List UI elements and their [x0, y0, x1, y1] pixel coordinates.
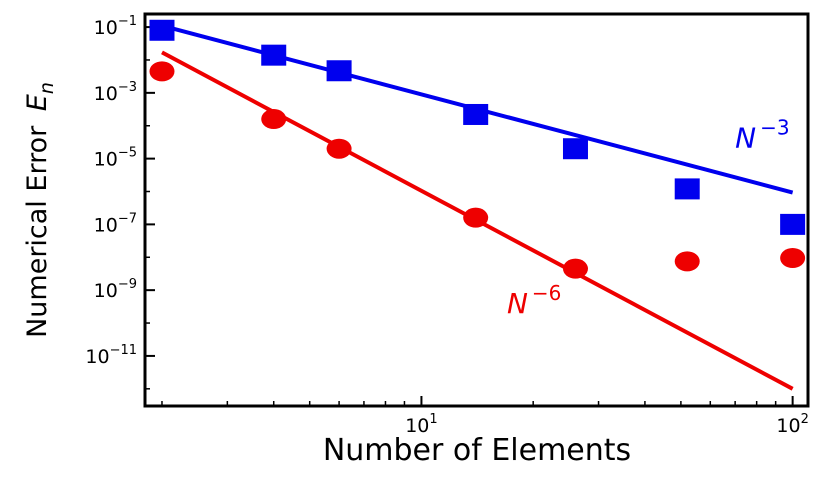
y-axis-title-text: Numerical Error	[22, 125, 53, 338]
square-marker	[463, 103, 489, 125]
x-tick-label: 102	[776, 412, 808, 437]
y-axis-title: Numerical Error En	[22, 82, 58, 338]
y-tick-label: 10−3	[94, 80, 137, 105]
line-labels: N −3 N −6	[507, 115, 790, 320]
circle-marker	[562, 258, 588, 279]
x-tick-label: 101	[405, 412, 437, 437]
y-tick-label: 10−1	[94, 14, 137, 39]
square-marker	[326, 60, 352, 82]
y-tick-label: 10−7	[94, 211, 137, 236]
circle-marker	[674, 251, 700, 272]
y-tick-label: 10−5	[94, 146, 137, 171]
square-marker	[674, 178, 700, 200]
x-axis-title: Number of Elements	[323, 433, 631, 468]
square-marker	[149, 19, 175, 41]
circle-marker	[463, 207, 489, 228]
axis-ticks: 101 102 10−1 10−3 10−5 10−7 10−9 10−11	[85, 14, 808, 437]
y-axis-title-subscript: n	[36, 82, 58, 94]
y-tick-label: 10−9	[94, 277, 137, 302]
y-axis-title-symbol: E	[22, 94, 53, 111]
y-tick-label: 10−11	[85, 343, 137, 368]
data-markers	[149, 19, 806, 279]
square-marker	[780, 213, 806, 235]
circle-marker	[261, 109, 287, 130]
circle-marker	[326, 138, 352, 159]
circle-marker	[149, 61, 175, 82]
reference-line-label: N −3	[735, 115, 789, 154]
circle-marker	[780, 248, 806, 269]
reference-line-label: N −6	[507, 281, 561, 320]
square-marker	[562, 138, 588, 160]
plot-frame	[143, 12, 810, 408]
square-marker	[261, 44, 287, 66]
reference-lines	[161, 23, 794, 391]
